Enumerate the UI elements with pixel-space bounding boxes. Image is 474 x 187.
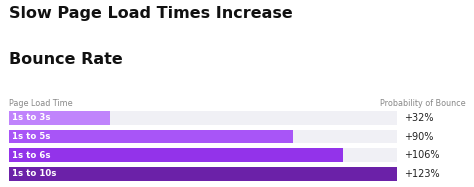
Bar	[9, 111, 397, 125]
Text: +90%: +90%	[403, 131, 433, 142]
Text: +123%: +123%	[403, 169, 439, 179]
Bar	[9, 111, 109, 125]
Text: 1s to 6s: 1s to 6s	[12, 151, 50, 160]
Text: +106%: +106%	[403, 150, 439, 160]
Text: Slow Page Load Times Increase: Slow Page Load Times Increase	[9, 6, 292, 21]
Text: 1s to 10s: 1s to 10s	[12, 169, 56, 178]
Bar	[9, 167, 397, 181]
Bar	[9, 130, 397, 143]
Bar	[9, 167, 397, 181]
Bar	[9, 148, 344, 162]
Text: Probability of Bounce: Probability of Bounce	[380, 99, 465, 108]
Text: 1s to 3s: 1s to 3s	[12, 113, 50, 122]
Bar	[9, 148, 397, 162]
Text: Bounce Rate: Bounce Rate	[9, 52, 122, 67]
Bar	[9, 130, 293, 143]
Text: Page Load Time: Page Load Time	[9, 99, 72, 108]
Text: +32%: +32%	[403, 113, 433, 123]
Text: 1s to 5s: 1s to 5s	[12, 132, 50, 141]
